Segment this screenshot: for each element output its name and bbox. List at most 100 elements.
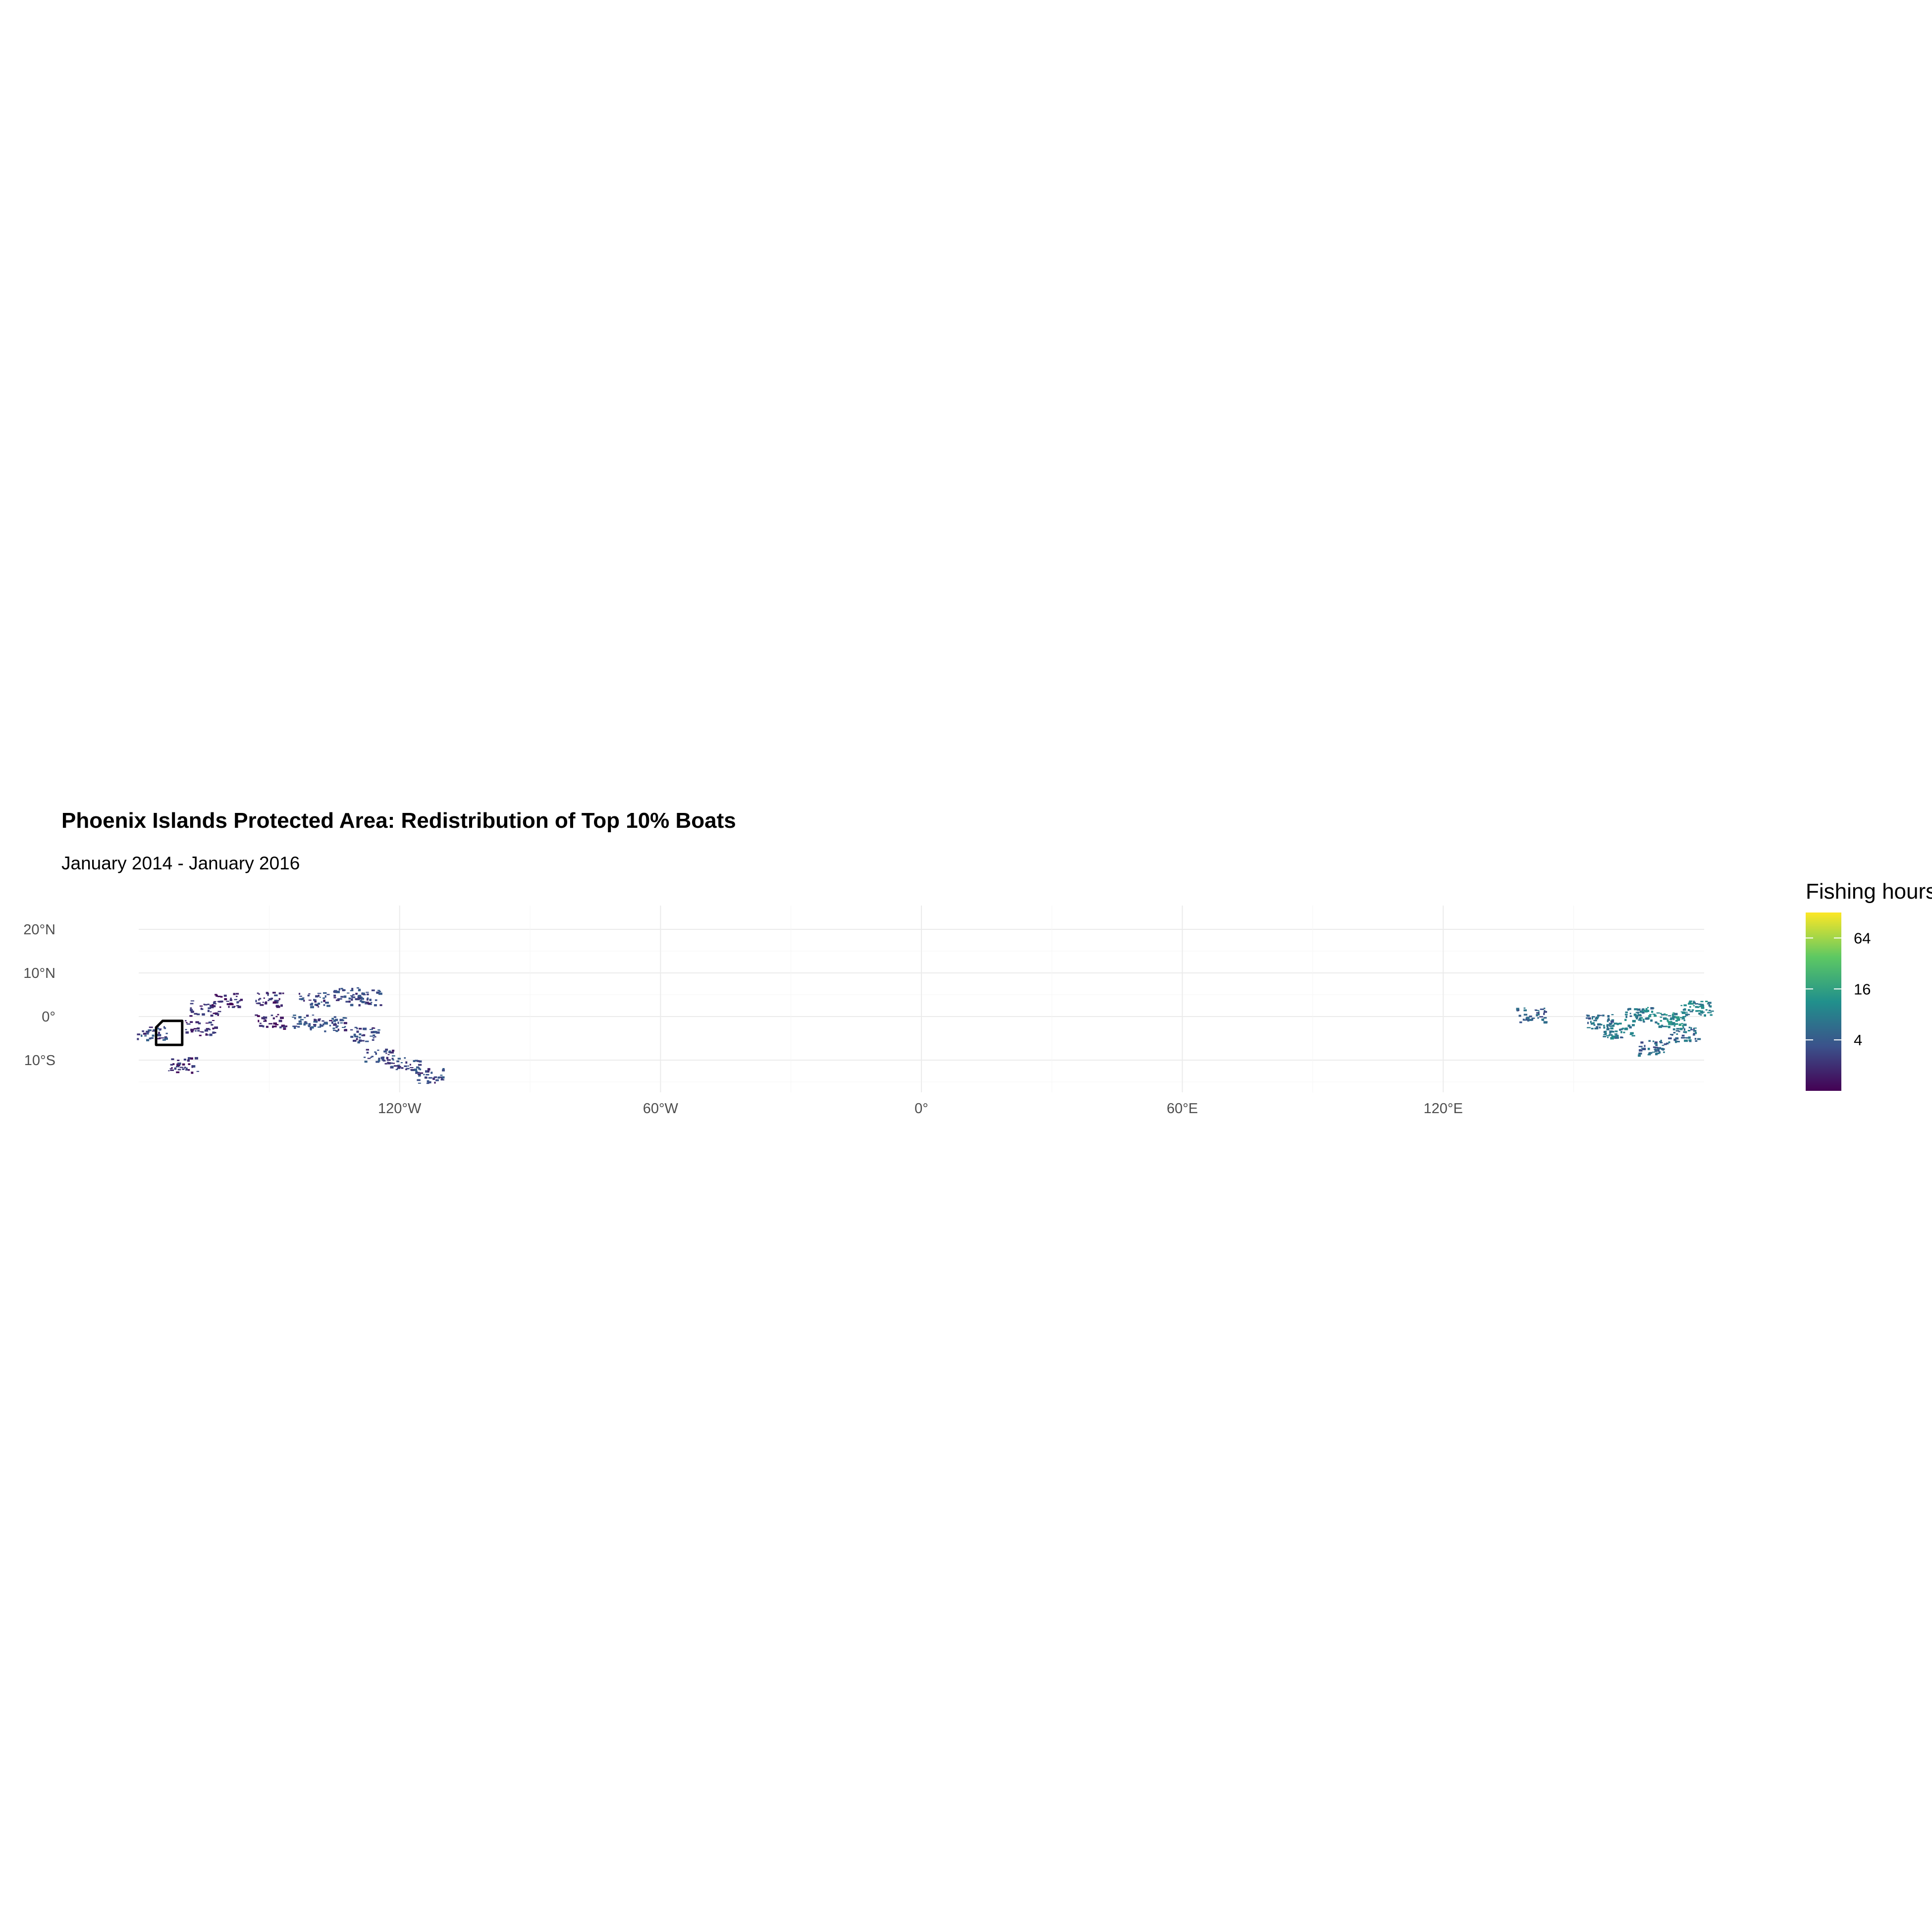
fishing-cell bbox=[376, 1061, 379, 1063]
fishing-cell bbox=[430, 1072, 433, 1074]
fishing-cell bbox=[197, 1030, 200, 1032]
fishing-cell bbox=[1669, 1019, 1673, 1020]
fishing-cell bbox=[1664, 1013, 1666, 1016]
fishing-cell bbox=[266, 992, 268, 994]
fishing-cell bbox=[1607, 1020, 1609, 1022]
fishing-cell bbox=[377, 991, 379, 993]
fishing-cell bbox=[163, 1026, 165, 1029]
fishing-cell bbox=[1607, 1019, 1610, 1021]
fishing-cell bbox=[1700, 1001, 1704, 1003]
fishing-cell bbox=[323, 999, 325, 1002]
fishing-cell bbox=[1613, 1024, 1614, 1026]
fishing-cell bbox=[299, 998, 302, 1000]
fishing-cell bbox=[1593, 1020, 1597, 1021]
fishing-cell bbox=[1682, 1017, 1685, 1019]
fishing-cell bbox=[255, 1000, 257, 1003]
fishing-cell bbox=[1529, 1019, 1533, 1021]
fishing-cell bbox=[1638, 1052, 1642, 1055]
fishing-cell bbox=[1693, 1034, 1695, 1036]
fishing-cell bbox=[1607, 1024, 1610, 1026]
fishing-cell bbox=[1678, 1031, 1680, 1032]
fishing-cell bbox=[1607, 1015, 1610, 1018]
fishing-cell bbox=[1606, 1025, 1609, 1027]
fishing-cell bbox=[1673, 1025, 1675, 1027]
fishing-cell bbox=[1543, 1021, 1548, 1024]
fishing-cell bbox=[427, 1071, 429, 1073]
fishing-cell bbox=[370, 1057, 373, 1058]
fishing-cell bbox=[1679, 1017, 1684, 1019]
fishing-cell bbox=[150, 1037, 154, 1039]
fishing-cell bbox=[425, 1070, 428, 1073]
fishing-cell bbox=[308, 1023, 311, 1025]
fishing-cell bbox=[333, 994, 336, 997]
fishing-cell bbox=[207, 1034, 209, 1036]
fishing-cell bbox=[1694, 1027, 1697, 1029]
protected-area-boundary bbox=[155, 1020, 184, 1046]
fishing-cell bbox=[193, 1028, 197, 1030]
fishing-cell bbox=[1638, 1054, 1641, 1057]
fishing-cell bbox=[373, 1034, 376, 1037]
fishing-cell bbox=[259, 1024, 263, 1027]
fishing-cell bbox=[354, 1026, 357, 1028]
fishing-cell bbox=[404, 1057, 406, 1059]
fishing-cell bbox=[347, 992, 350, 994]
fishing-cell bbox=[195, 1030, 197, 1032]
fishing-cell bbox=[1695, 1010, 1699, 1012]
fishing-cell bbox=[234, 999, 237, 1000]
fishing-cell bbox=[1663, 1048, 1665, 1050]
fishing-cell bbox=[384, 1063, 387, 1065]
fishing-cell bbox=[171, 1067, 173, 1069]
fishing-cell bbox=[351, 988, 354, 990]
fishing-cell bbox=[1643, 1021, 1645, 1023]
fishing-cell bbox=[331, 1018, 334, 1020]
fishing-cell bbox=[1525, 1018, 1527, 1020]
fishing-cell bbox=[343, 1022, 347, 1024]
fishing-cell bbox=[1671, 1034, 1673, 1036]
fishing-cell bbox=[1648, 1040, 1651, 1042]
fishing-cell bbox=[381, 1056, 385, 1059]
fishing-cell bbox=[437, 1076, 440, 1079]
fishing-cell bbox=[1698, 1012, 1701, 1015]
fishing-cell bbox=[311, 1003, 314, 1004]
fishing-cell bbox=[1610, 1023, 1612, 1025]
fishing-cell bbox=[318, 994, 320, 997]
fishing-cell bbox=[1674, 1023, 1678, 1025]
fishing-cell bbox=[1609, 1022, 1612, 1024]
fishing-cell bbox=[152, 1034, 155, 1037]
fishing-cell bbox=[357, 995, 362, 998]
fishing-cell bbox=[1689, 1006, 1691, 1008]
fishing-cell bbox=[268, 1023, 272, 1024]
fishing-cell bbox=[304, 1022, 308, 1024]
fishing-cell bbox=[1671, 1022, 1675, 1025]
fishing-cell bbox=[324, 995, 326, 998]
fishing-cell bbox=[200, 1008, 203, 1009]
fishing-cell bbox=[144, 1035, 147, 1037]
fishing-cell bbox=[258, 999, 260, 1001]
fishing-cell bbox=[392, 1055, 395, 1057]
fishing-cell bbox=[1647, 1054, 1651, 1056]
fishing-cell bbox=[209, 1028, 211, 1030]
fishing-cell bbox=[1522, 1019, 1525, 1021]
fishing-cell bbox=[215, 1003, 216, 1005]
fishing-cell bbox=[1665, 1025, 1667, 1027]
fishing-cell bbox=[338, 988, 340, 991]
fishing-cell bbox=[435, 1079, 439, 1081]
fishing-cell bbox=[268, 998, 272, 1001]
fishing-cell bbox=[190, 1007, 192, 1009]
fishing-cell bbox=[383, 1050, 387, 1052]
fishing-cell bbox=[1689, 1000, 1693, 1002]
fishing-cell bbox=[1693, 1002, 1696, 1004]
fishing-cell bbox=[1632, 1024, 1635, 1026]
fishing-cell bbox=[1704, 1014, 1706, 1016]
fishing-cell bbox=[1609, 1025, 1613, 1027]
fishing-cell bbox=[169, 1068, 172, 1070]
fishing-cell bbox=[267, 993, 269, 996]
fishing-cell bbox=[1657, 1049, 1660, 1052]
fishing-cell bbox=[407, 1065, 409, 1067]
fishing-cell bbox=[195, 1057, 198, 1060]
fishing-cell bbox=[259, 998, 262, 1000]
fishing-cell bbox=[1708, 1012, 1712, 1014]
fishing-cell bbox=[1697, 1010, 1701, 1012]
fishing-cell bbox=[1636, 1017, 1638, 1020]
